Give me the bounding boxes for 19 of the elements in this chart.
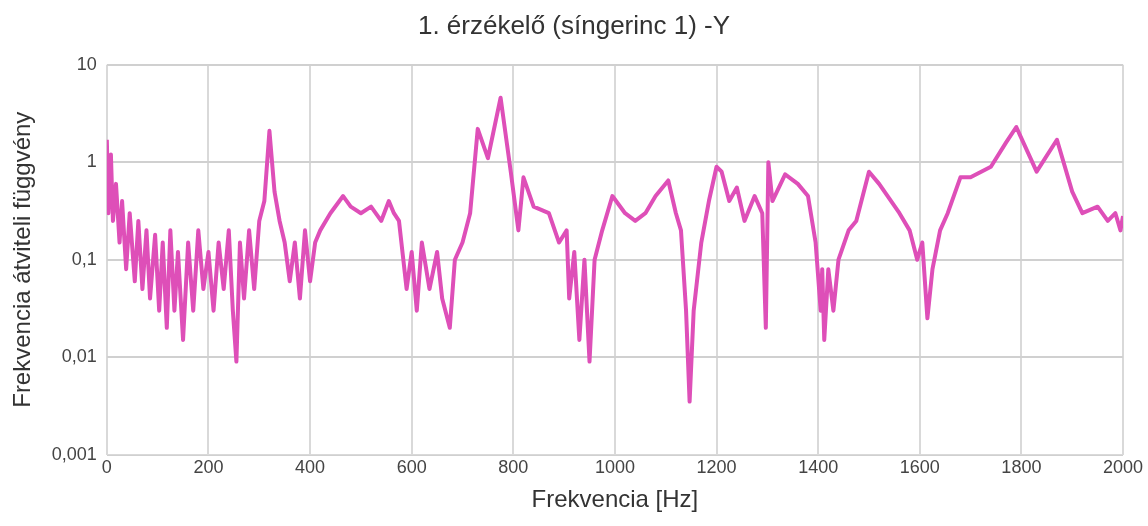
y-tick-label: 0,01 [61,346,97,367]
x-tick-label: 1600 [899,457,940,478]
x-tick-label: 200 [193,457,224,478]
x-tick-label: 1000 [594,457,635,478]
x-tick-label: 1400 [798,457,839,478]
y-axis-title: Frekvencia átviteli függvény [8,111,36,408]
y-tick-label: 0,1 [71,248,97,269]
x-tick-label: 1200 [696,457,737,478]
x-tick-label: 1800 [1001,457,1042,478]
x-tick-label: 2000 [1102,457,1144,478]
y-tick-label: 10 [76,53,97,74]
x-axis-title: Frekvencia [Hz] [531,485,699,513]
y-tick-label: 0,001 [51,443,97,464]
x-tick-label: 800 [498,457,529,478]
y-tick-label: 1 [86,151,97,172]
x-tick-label: 0 [101,457,112,478]
x-tick-label: 400 [295,457,326,478]
x-tick-label: 600 [396,457,427,478]
chart-title: 1. érzékelő (síngerinc 1) -Y [416,10,732,42]
